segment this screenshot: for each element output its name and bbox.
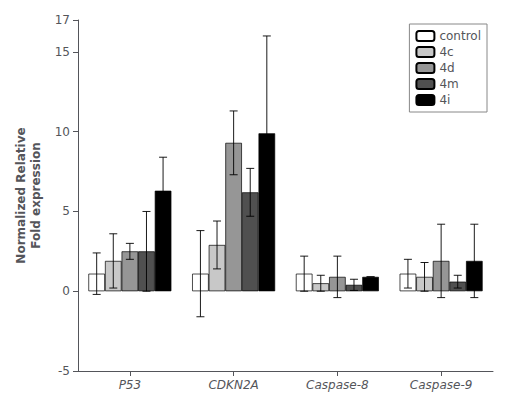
svg-text:Caspase-9: Caspase-9: [410, 378, 473, 392]
svg-text:4c: 4c: [439, 45, 453, 59]
svg-text:-5: -5: [58, 364, 70, 378]
svg-text:P53: P53: [119, 378, 142, 392]
svg-text:Fold expression: Fold expression: [29, 142, 43, 249]
svg-text:5: 5: [62, 204, 70, 218]
svg-text:4i: 4i: [439, 93, 450, 107]
svg-text:4d: 4d: [439, 61, 454, 75]
svg-text:0: 0: [62, 284, 70, 298]
svg-text:10: 10: [55, 125, 70, 139]
svg-text:15: 15: [55, 45, 70, 59]
svg-text:control: control: [439, 29, 481, 43]
svg-text:Normalized Relative: Normalized Relative: [14, 127, 28, 263]
svg-text:17: 17: [55, 13, 70, 27]
svg-text:CDKN2A: CDKN2A: [208, 378, 258, 392]
svg-text:Caspase-8: Caspase-8: [306, 378, 369, 392]
svg-text:4m: 4m: [439, 77, 458, 91]
